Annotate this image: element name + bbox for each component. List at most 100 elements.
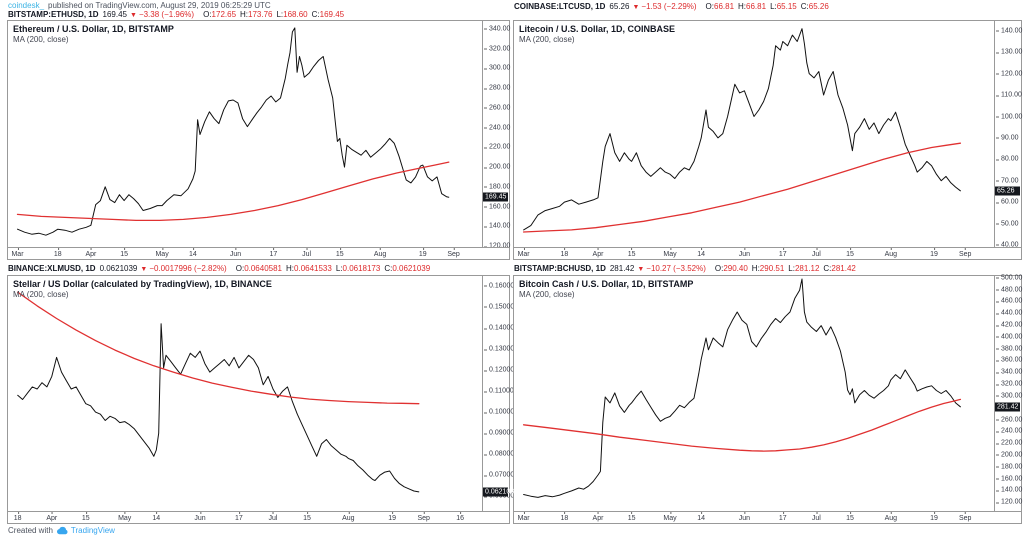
symbol-text: BITSTAMP:BCHUSD, 1D xyxy=(514,264,606,273)
y-axis-tick: 420.00 xyxy=(995,321,1023,329)
x-axis-tick: Sep xyxy=(958,512,972,522)
author-link[interactable]: coindesk_ xyxy=(8,1,45,10)
x-axis-tick: 14 xyxy=(188,248,197,258)
y-axis-tick: 320.00 xyxy=(995,380,1023,388)
y-axis-tick: 110.00 xyxy=(996,91,1022,99)
x-axis-tick: Mar xyxy=(517,512,530,522)
x-axis-tick: Aug xyxy=(373,248,387,258)
chart-legend: Litecoin / U.S. Dollar, 1D, COINBASE MA … xyxy=(519,24,675,45)
symbol-text: BINANCE:XLMUSD, 1D xyxy=(8,264,96,273)
tradingview-link[interactable]: TradingView xyxy=(70,526,115,535)
chart-title: Litecoin / U.S. Dollar, 1D, COINBASE xyxy=(519,24,676,34)
price-axis: 281.42 500.00 480.00 460.00 440.00 420.00 400… xyxy=(994,274,1023,511)
chart-panel-bchusd: Bitcoin Cash / U.S. Dollar, 1D, BITSTAMP… xyxy=(513,274,1023,524)
x-axis-tick: Jul xyxy=(811,512,821,522)
y-axis-tick: 360.00 xyxy=(995,356,1023,364)
chart-legend: Ethereum / U.S. Dollar, 1D, BITSTAMP MA … xyxy=(13,24,174,45)
y-axis-tick: 300.00 xyxy=(995,392,1023,400)
y-axis-tick: 0.1600000 xyxy=(483,282,523,290)
low-value: 65.15 xyxy=(776,2,797,11)
x-axis-tick: Apr xyxy=(592,248,604,258)
x-axis-tick: 18 xyxy=(560,248,569,258)
price-change: −10.27 (−3.52%) xyxy=(646,264,706,273)
y-axis-tick: 220.00 xyxy=(995,439,1023,447)
open-label: O: xyxy=(714,264,724,273)
x-axis-tick: 18 xyxy=(53,248,62,258)
low-label: L: xyxy=(276,10,284,19)
close-label: C: xyxy=(311,10,320,19)
last-price-badge: 65.26 xyxy=(995,186,1020,196)
x-axis-tick: Jun xyxy=(194,512,206,522)
tradingview-logo-icon xyxy=(56,526,68,535)
open-value: 66.81 xyxy=(714,2,735,11)
open-label: O: xyxy=(203,10,212,19)
y-axis-tick: 0.1400000 xyxy=(483,324,523,332)
down-arrow-icon: ▼ xyxy=(637,266,645,273)
chart-panel-xlmusd: Stellar / US Dollar (calculated by Tradi… xyxy=(7,275,522,524)
low-value: 0.0618173 xyxy=(342,264,381,273)
chart-title: Bitcoin Cash / U.S. Dollar, 1D, BITSTAMP xyxy=(519,279,694,289)
indicator-label: MA (200, close) xyxy=(13,290,69,299)
close-value: 65.26 xyxy=(808,2,829,11)
x-axis-tick: Aug xyxy=(342,512,355,522)
chart-title: Stellar / US Dollar (calculated by Tradi… xyxy=(13,279,272,289)
y-axis-tick: 460.00 xyxy=(995,297,1023,305)
low-value: 168.60 xyxy=(283,10,308,19)
open-value: 172.65 xyxy=(211,10,237,19)
y-axis-tick: 0.0800000 xyxy=(483,450,523,458)
indicator-label: MA (200, close) xyxy=(13,35,69,44)
y-axis-tick: 0.1100000 xyxy=(484,387,522,395)
low-label: L: xyxy=(770,2,777,11)
last-price: 281.42 xyxy=(609,264,635,273)
y-axis-tick: 0.0600000 xyxy=(483,492,523,500)
x-axis-tick: Sep xyxy=(447,248,460,258)
y-axis-tick: 240.00 xyxy=(483,124,511,132)
x-axis-tick: May xyxy=(663,248,677,258)
x-axis-tick: 15 xyxy=(627,248,636,258)
y-axis-tick: 480.00 xyxy=(995,286,1023,294)
y-axis-tick: 0.0900000 xyxy=(483,429,523,437)
y-axis-tick: 160.00 xyxy=(483,203,511,210)
plot-area: Ethereum / U.S. Dollar, 1D, BITSTAMP MA … xyxy=(8,21,482,247)
high-label: H: xyxy=(286,264,295,273)
close-value: 281.42 xyxy=(831,264,856,273)
y-axis-tick: 260.00 xyxy=(995,416,1023,423)
y-axis-tick: 0.1200000 xyxy=(483,366,523,374)
low-label: L: xyxy=(788,264,795,273)
x-axis-tick: 19 xyxy=(388,512,396,522)
y-axis-tick: 130.00 xyxy=(995,48,1023,56)
y-axis-tick: 220.00 xyxy=(483,143,511,151)
x-axis-tick: 15 xyxy=(627,512,636,522)
time-axis: Mar 18 Apr 15 May 14 Jun 17 Jul 15 Aug 19 Sep xyxy=(8,247,509,259)
x-axis-tick: Aug xyxy=(884,248,898,258)
x-axis-tick: Jul xyxy=(268,512,278,522)
last-price: 65.26 xyxy=(609,2,630,11)
x-axis-tick: Jun xyxy=(738,248,751,258)
symbol-header-ethusd: BITSTAMP:ETHUSD, 1D 169.45 ▼ −3.38 (−1.96%)… xyxy=(8,10,344,19)
x-axis-tick: 17 xyxy=(234,512,243,522)
y-axis-tick: 50.00 xyxy=(996,220,1019,227)
x-axis-tick: 19 xyxy=(930,248,938,258)
high-value: 66.81 xyxy=(746,2,767,11)
y-axis-tick: 180.00 xyxy=(483,183,511,191)
x-axis-tick: May xyxy=(663,512,677,522)
y-axis-tick: 260.00 xyxy=(483,104,511,112)
attribution-text: published on TradingView.com, August 29,… xyxy=(48,1,271,10)
close-label: C: xyxy=(384,264,393,273)
y-axis-tick: 180.00 xyxy=(995,463,1023,471)
y-axis-tick: 40.00 xyxy=(996,241,1019,249)
open-label: O: xyxy=(235,264,245,273)
x-axis-tick: 18 xyxy=(560,512,569,522)
x-axis-tick: 15 xyxy=(81,512,90,522)
down-arrow-icon: ▼ xyxy=(140,266,148,273)
open-value: 0.0640581 xyxy=(244,264,283,273)
high-label: H: xyxy=(738,2,747,11)
x-axis-tick: 14 xyxy=(152,512,161,522)
y-axis-tick: 140.00 xyxy=(995,486,1023,494)
high-value: 0.0641533 xyxy=(294,264,332,273)
time-axis: Mar 18 Apr 15 May 14 Jun 17 Jul 15 Aug 19 Sep xyxy=(514,511,1021,523)
x-axis-tick: Apr xyxy=(85,248,97,258)
attribution: coindesk_ published on TradingView.com, A… xyxy=(8,1,271,10)
plot-area: Bitcoin Cash / U.S. Dollar, 1D, BITSTAMP… xyxy=(514,276,994,511)
high-label: H: xyxy=(751,264,760,273)
